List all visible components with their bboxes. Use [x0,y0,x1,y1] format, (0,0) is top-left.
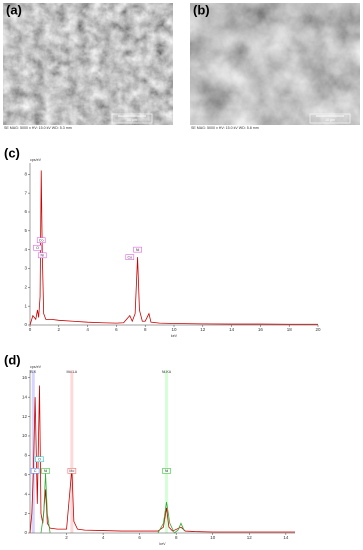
element-box [36,237,46,244]
x-tick-label: 2 [58,327,61,332]
y-tick-label: 0 [24,322,27,327]
y-tick-label: 10 [22,433,28,438]
element-label: Mo [69,469,74,473]
element-line-label: B-K [30,370,37,374]
spectrum-line [29,170,318,326]
y-tick-label: 6 [24,472,27,477]
y-tick-label: 4 [24,247,27,252]
y-tick-label: 3 [24,266,27,271]
x-tick-label: 20 [315,327,321,332]
y-tick-label: 7 [24,190,27,195]
x-tick-label: 0 [29,327,32,332]
x-tick-label: 14 [283,535,289,540]
y-tick-label: 0 [24,530,27,535]
element-box [41,468,50,474]
panel-label: (d) [4,352,21,367]
y-axis-label: cps/eV [30,158,42,162]
panel-label: (a) [6,2,22,17]
sem-image [190,3,360,125]
y-tick-label: 14 [22,394,28,399]
element-label: Co [127,255,132,259]
x-axis-label: keV [171,334,178,338]
y-tick-label: 8 [24,453,27,458]
x-tick-label: 6 [138,535,141,540]
element-line-label: Ni-KA [162,370,172,374]
x-tick-label: 4 [86,327,89,332]
scale-label: 10 µm [127,118,137,122]
y-tick-label: 2 [24,285,27,290]
element-box [162,468,171,474]
y-tick-label: 6 [24,209,27,214]
spectrum-line [29,385,295,534]
element-box [133,246,142,253]
y-axis-label: cps/eV [30,365,42,369]
x-tick-label: 16 [258,327,264,332]
element-box [30,468,40,474]
y-tick-label: 16 [22,375,28,380]
x-tick-label: 12 [200,327,206,332]
element-box [33,244,42,251]
sem-image [3,3,173,125]
element-label: Ni [136,248,140,252]
element-label: Co [39,238,44,242]
x-axis-label: keV [159,542,166,546]
y-tick-label: 4 [24,491,27,496]
caption: SE MAG: 5000 x HV: 15.0 kV WD: 5.8 mm [191,126,259,130]
spectrum-line [40,472,185,534]
y-tick-label: 2 [24,511,27,516]
y-tick-label: 8 [24,171,27,176]
element-label: O [36,246,39,250]
scale-box [111,113,153,124]
x-tick-label: 2 [65,535,68,540]
x-tick-label: 8 [175,535,178,540]
element-band [165,370,169,533]
element-label: Ni [44,469,48,473]
element-label: C [34,469,37,473]
x-tick-label: 4 [102,535,105,540]
x-tick-label: 6 [115,327,118,332]
panel-label: (b) [193,2,210,17]
x-tick-label: 10 [210,535,216,540]
y-tick-label: 1 [24,303,27,308]
x-tick-label: 8 [144,327,147,332]
x-tick-label: 12 [247,535,253,540]
caption: SE MAG: 5000 x HV: 15.0 kV WD: 5.3 mm [4,126,72,130]
element-box [67,468,77,474]
panel-label: (c) [4,145,20,160]
element-box [125,254,135,260]
element-band [70,370,74,533]
element-label: Ni [41,253,45,257]
element-box [35,456,44,463]
scale-label: 10 µm [325,118,335,122]
x-tick-label: 10 [171,327,177,332]
element-box [37,252,47,259]
element-band [31,370,35,533]
element-label: Ni [165,469,169,473]
y-tick-label: 12 [22,414,28,419]
element-label: O [38,457,41,461]
y-tick-label: 5 [24,228,27,233]
scale-box [309,113,351,124]
x-tick-label: 14 [229,327,235,332]
element-line-label: Mo-LA [67,370,78,374]
x-tick-label: 18 [287,327,293,332]
